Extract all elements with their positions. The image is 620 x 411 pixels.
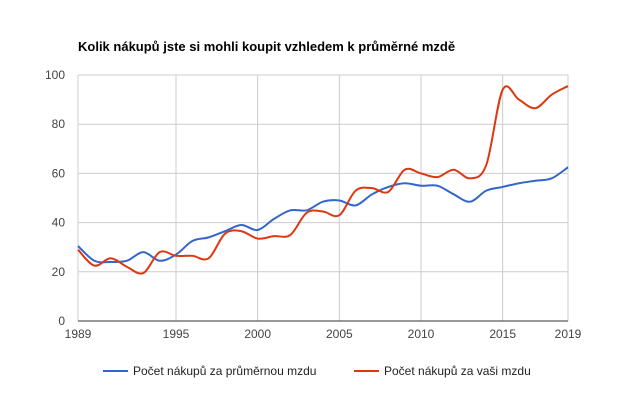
legend-label-1: Počet nákupů za průměrnou mzdu bbox=[133, 364, 316, 378]
series-lines bbox=[77, 85, 569, 275]
y-tick-label: 40 bbox=[52, 216, 66, 230]
legend: Počet nákupů za průměrnou mzdu Počet náku… bbox=[103, 364, 531, 378]
series-line-2 bbox=[77, 85, 569, 275]
y-axis-tick-labels: 0 20 40 60 80 100 bbox=[45, 68, 65, 328]
chart-title: Kolik nákupů jste si mohli koupit vzhled… bbox=[78, 39, 455, 54]
y-tick-label: 0 bbox=[58, 314, 65, 328]
x-tick-label: 1995 bbox=[163, 327, 190, 341]
grid-lines bbox=[77, 74, 569, 321]
y-tick-label: 20 bbox=[52, 265, 66, 279]
series-line-1 bbox=[77, 166, 569, 264]
x-axis-tick-labels: 1989 1995 2000 2005 2010 2015 2019 bbox=[65, 327, 582, 341]
x-tick-label: 2010 bbox=[408, 327, 435, 341]
x-tick-label: 2005 bbox=[326, 327, 353, 341]
y-tick-label: 60 bbox=[52, 166, 66, 180]
y-tick-label: 80 bbox=[52, 117, 66, 131]
x-tick-label: 2000 bbox=[244, 327, 271, 341]
x-tick-label: 2019 bbox=[555, 327, 582, 341]
x-tick-label: 2015 bbox=[489, 327, 516, 341]
y-tick-label: 100 bbox=[45, 68, 65, 82]
legend-label-2: Počet nákupů za vaši mzdu bbox=[384, 364, 531, 378]
x-tick-label: 1989 bbox=[65, 327, 92, 341]
